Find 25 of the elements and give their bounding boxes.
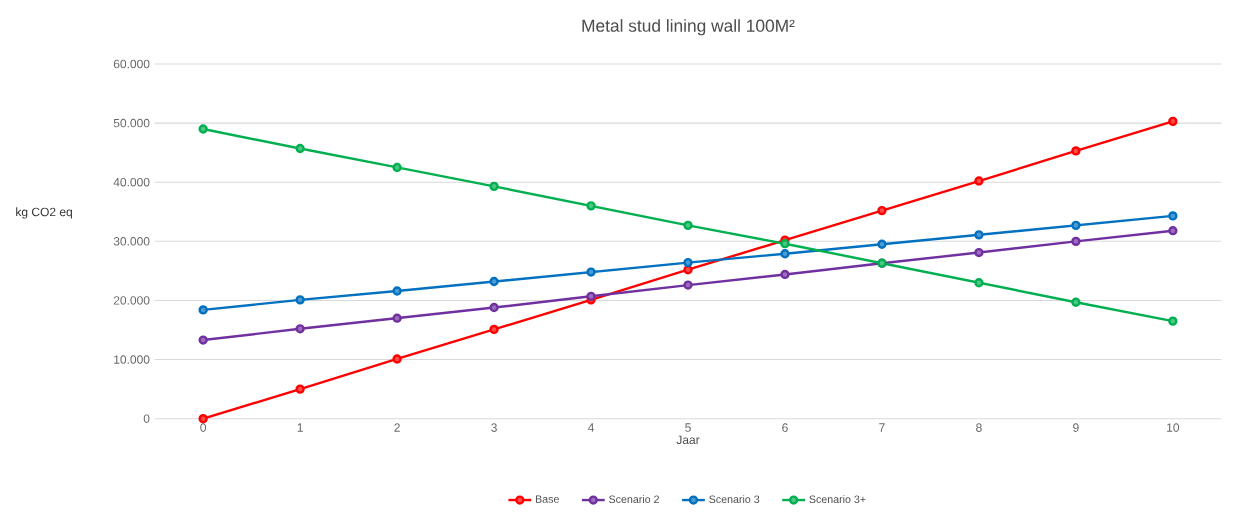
- y-tick-label: 0: [143, 414, 150, 423]
- x-tick-label: 0: [200, 423, 207, 432]
- y-tick-label: 50.000: [113, 118, 150, 128]
- x-tick-label: 9: [1073, 423, 1079, 432]
- legend-label: Scenario 2: [609, 495, 659, 504]
- y-tick-label: 40.000: [113, 177, 150, 187]
- x-tick-label: 5: [685, 423, 691, 432]
- x-tick-label: 2: [394, 423, 400, 432]
- x-tick-label: 1: [297, 423, 303, 432]
- x-tick-label: 3: [491, 423, 497, 432]
- chart-title: Metal stud lining wall 100M²: [582, 19, 795, 36]
- y-tick-label: 10.000: [114, 355, 150, 364]
- y-tick-label: 30.000: [113, 237, 150, 246]
- x-tick-label: 7: [879, 423, 885, 432]
- legend-label: Scenario 3: [709, 495, 760, 504]
- y-tick-label: 20.000: [113, 296, 150, 305]
- x-axis-title: Jaar: [676, 435, 700, 445]
- x-tick-label: 10: [1167, 423, 1180, 432]
- x-tick-label: 8: [976, 423, 982, 432]
- y-axis-title: kg CO2 eq: [16, 207, 72, 219]
- x-tick-label: 4: [587, 423, 595, 432]
- legend-label: Base: [535, 495, 559, 503]
- legend-label: Scenario 3+: [809, 495, 866, 504]
- y-tick-label: 60.000: [113, 59, 150, 69]
- x-tick-label: 6: [782, 423, 788, 432]
